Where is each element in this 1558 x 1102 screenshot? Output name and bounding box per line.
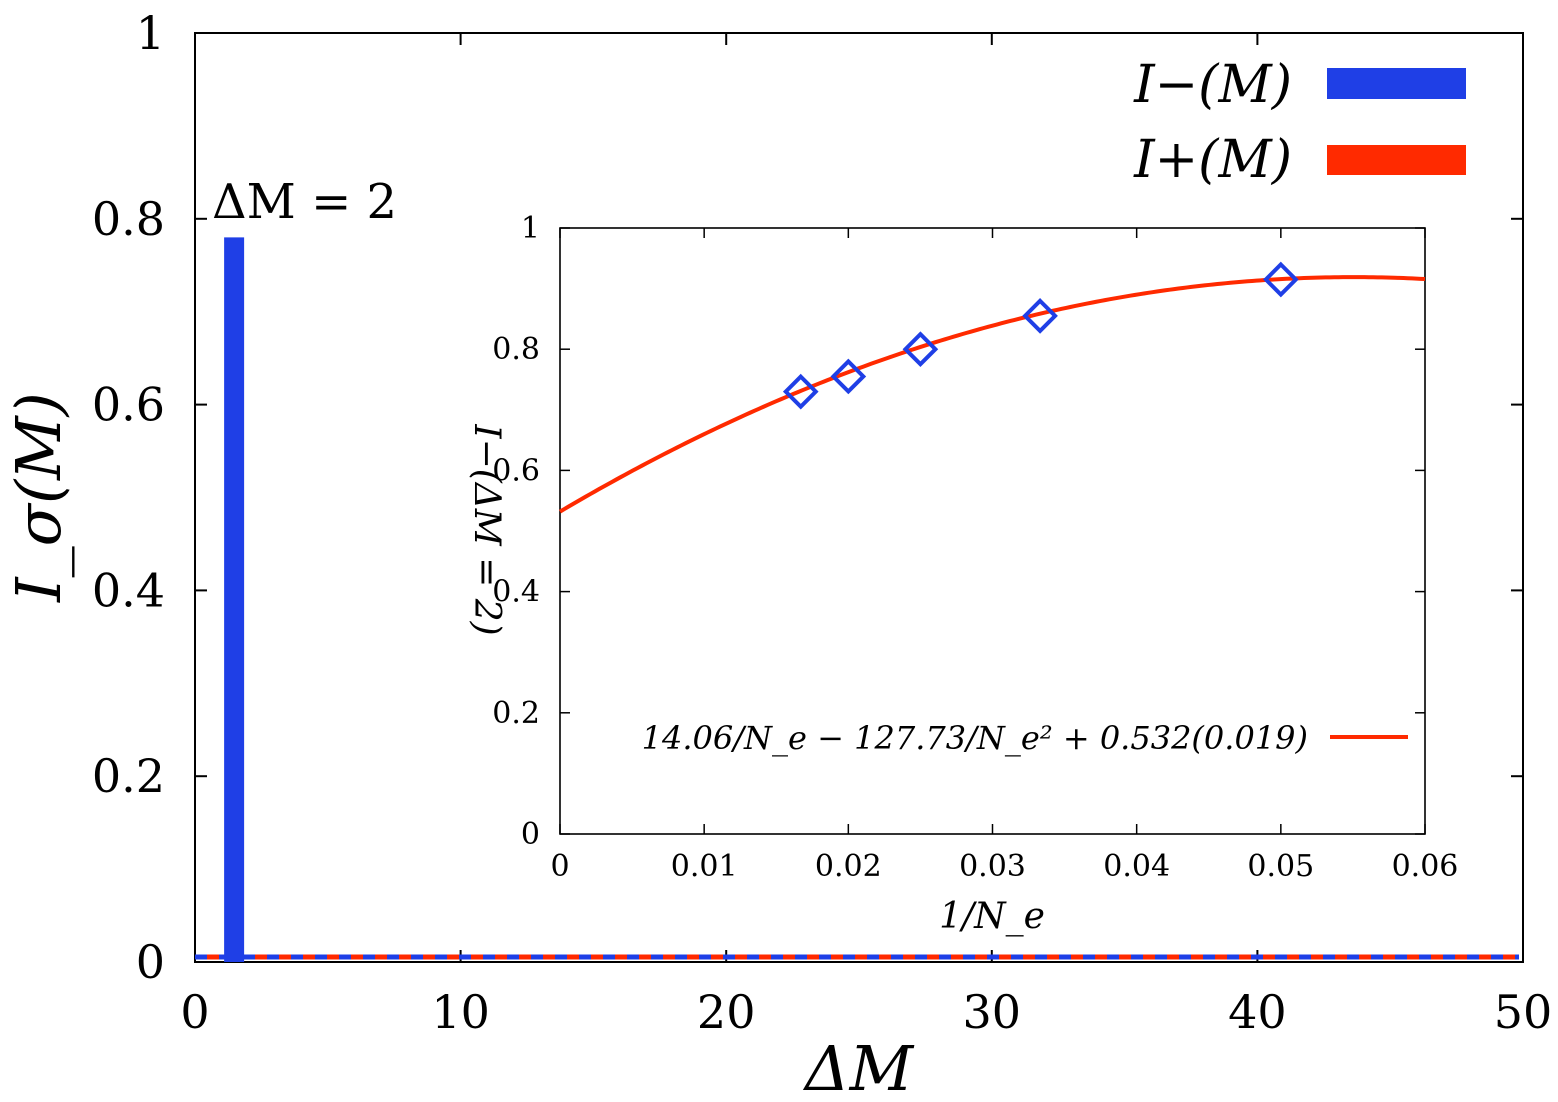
inset-fit-layer xyxy=(558,275,1426,514)
main-x-tick-label: 10 xyxy=(431,985,490,1039)
inset-tick-marks xyxy=(559,227,1426,835)
inset-x-tick-label: 0 xyxy=(550,849,569,884)
inset-plot-background xyxy=(560,228,1425,834)
main-y-tick-labels: 0 0.2 0.4 0.6 0.8 1 xyxy=(92,6,165,989)
inset-y-tick-label: 0 xyxy=(521,817,540,852)
inset-y-tick-label: 1 xyxy=(521,211,540,246)
legend-label-i-plus: I+(M) xyxy=(1133,130,1292,190)
inset-y-tick-label: 0.6 xyxy=(492,453,540,488)
inset-y-tick-labels: 0 0.2 0.4 0.6 0.8 1 xyxy=(492,211,540,852)
main-y-tick-label: 0.4 xyxy=(92,563,165,617)
inset-plot: 0 0.01 0.02 0.03 0.04 0.05 0.06 0 0.2 0.4 0.6 0.8 1… xyxy=(466,211,1458,937)
inset-data-point xyxy=(902,331,939,368)
main-y-axis-label: I_σ(M) xyxy=(2,392,75,603)
main-x-tick-label: 40 xyxy=(1228,985,1287,1039)
main-y-tick-label: 0.2 xyxy=(92,749,165,803)
inset-x-tick-label: 0.01 xyxy=(671,849,738,884)
main-x-tick-label: 30 xyxy=(963,985,1022,1039)
inset-data-point xyxy=(1022,298,1058,334)
main-plot-frame xyxy=(194,32,1524,963)
inset-y-tick-label: 0.2 xyxy=(492,696,540,731)
main-x-tick-label: 50 xyxy=(1494,985,1553,1039)
inset-x-axis-label: 1/N_e xyxy=(939,896,1045,937)
inset-x-tick-labels: 0 0.01 0.02 0.03 0.04 0.05 0.06 xyxy=(550,849,1458,884)
legend-swatch-i-minus xyxy=(1327,68,1466,99)
main-plot: 0 10 20 30 40 50 00.20.40.60.81 ΔM = 2 ΔM I_σ… xyxy=(2,6,1552,1102)
main-y-tick-label: 0 xyxy=(136,935,165,989)
inset-x-tick-label: 0.04 xyxy=(1103,849,1170,884)
main-y-tick-label: 0.8 xyxy=(92,192,165,246)
main-bars xyxy=(224,237,245,962)
inset-points xyxy=(782,261,1299,410)
inset-data-point xyxy=(830,358,867,395)
main-y-tick-label: 1 xyxy=(136,6,165,60)
inset-data-point xyxy=(782,373,819,410)
inset-y-tick-label: 0.8 xyxy=(492,332,540,367)
inset-x-tick-label: 0.03 xyxy=(959,849,1026,884)
main-x-tick-label: 0 xyxy=(180,985,209,1039)
inset-x-tick-label: 0.02 xyxy=(815,849,882,884)
bar-i-minus xyxy=(224,237,245,962)
main-tick-marks xyxy=(194,32,1524,963)
main-y-tick-label: 0.6 xyxy=(92,378,165,432)
inset-legend: 14.06/N_e − 127.73/N_e² + 0.532(0.019) xyxy=(642,719,1408,757)
inset-fit-label: 14.06/N_e − 127.73/N_e² + 0.532(0.019) xyxy=(642,719,1308,757)
main-x-axis-label: ΔM xyxy=(803,1032,915,1102)
main-legend: I−(M) I+(M) xyxy=(1133,55,1466,190)
main-x-tick-labels: 0 10 20 30 40 50 xyxy=(180,985,1552,1039)
inset-data-point xyxy=(1263,261,1299,298)
inset-y-axis-label: I−(ΔM = 2) xyxy=(466,423,507,635)
legend-swatch-i-plus xyxy=(1327,145,1466,175)
inset-x-tick-label: 0.06 xyxy=(1392,849,1459,884)
inset-fit-curve xyxy=(558,275,1426,514)
main-x-tick-label: 20 xyxy=(697,985,756,1039)
legend-label-i-minus: I−(M) xyxy=(1133,55,1292,115)
inset-y-tick-label: 0.4 xyxy=(492,575,540,610)
main-bar-annotation: ΔM = 2 xyxy=(212,174,397,230)
inset-x-tick-label: 0.05 xyxy=(1247,849,1314,884)
